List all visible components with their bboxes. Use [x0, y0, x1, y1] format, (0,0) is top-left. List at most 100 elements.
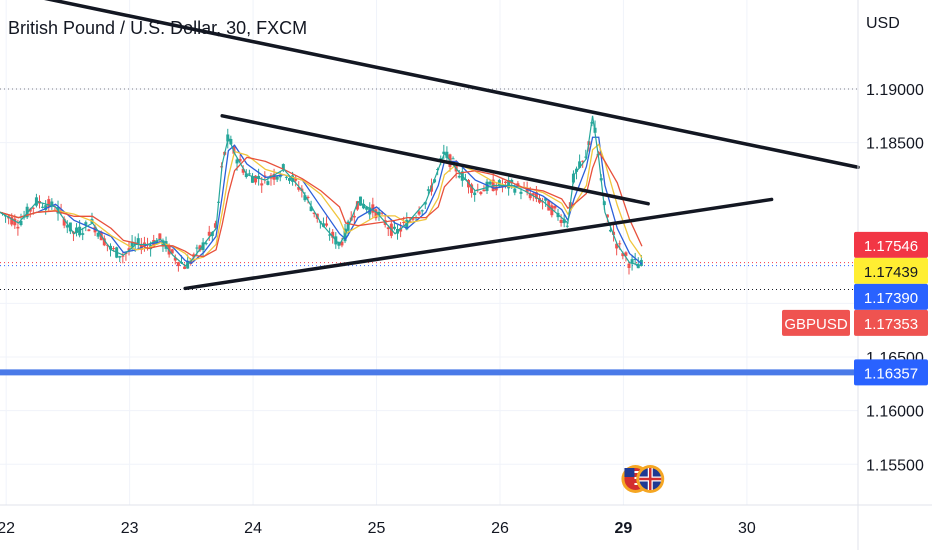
candle-body-96 [297, 187, 301, 190]
candle-body-10 [31, 207, 35, 209]
candle-body-130 [402, 221, 406, 224]
x-tick-label-2: 24 [244, 520, 262, 537]
candle-body-69 [213, 223, 217, 228]
candle-body-196 [605, 214, 609, 218]
price-badge-3 [854, 309, 928, 336]
candle-body-78 [241, 168, 245, 173]
candle-body-163 [504, 181, 508, 184]
trendline-0 [44, 0, 860, 170]
candle-body-66 [204, 243, 208, 245]
candle-body-171 [528, 193, 532, 199]
candle-body-95 [294, 177, 298, 181]
candle-body-81 [250, 176, 254, 183]
candle-body-125 [386, 227, 390, 230]
candle-body-183 [565, 225, 569, 227]
candle-body-182 [562, 219, 566, 224]
candle-body-189 [584, 156, 588, 158]
candle-body-137 [423, 202, 427, 205]
chart-title: British Pound / U.S. Dollar, 30, FXCM [8, 18, 308, 38]
candle-body-129 [399, 228, 403, 232]
candle-body-172 [531, 193, 535, 196]
candle-body-202 [624, 252, 628, 256]
price-badge-label-4: 1.16357 [864, 365, 918, 382]
y-tick-label-4: 1.16000 [866, 404, 924, 421]
candle-body-122 [377, 211, 381, 216]
candle-body-24 [75, 227, 79, 233]
price-series-line [0, 115, 643, 267]
candle-body-60 [186, 260, 190, 269]
candle-body-82 [254, 175, 258, 183]
candle-body-204 [630, 259, 634, 264]
candle-body-156 [482, 189, 486, 192]
candle-body-53 [164, 241, 168, 249]
x-tick-label-0: 22 [0, 520, 15, 537]
candle-body-84 [260, 183, 264, 186]
candle-body-179 [553, 205, 557, 209]
currency-label: USD [866, 15, 900, 32]
candle-body-76 [235, 159, 239, 164]
candle-body-56 [173, 257, 177, 261]
candle-body-123 [380, 212, 384, 214]
candle-body-144 [445, 151, 449, 158]
candle-body-85 [263, 175, 267, 177]
x-tick-label-5: 29 [615, 520, 633, 537]
candle-body-178 [550, 205, 554, 216]
candle-body-13 [41, 206, 45, 208]
candle-body-186 [575, 168, 579, 172]
candle-body-28 [87, 229, 91, 232]
candle-body-170 [525, 187, 529, 193]
price-badge-2 [854, 283, 928, 310]
candle-body-55 [170, 249, 174, 254]
candle-body-100 [309, 206, 313, 211]
trendline-2 [183, 197, 774, 291]
candle-body-201 [621, 253, 625, 257]
candle-body-22 [68, 222, 72, 232]
candle-body-153 [473, 192, 477, 196]
y-tick-label-1: 1.18500 [866, 136, 924, 153]
candle-body-110 [340, 241, 344, 246]
candle-body-158 [488, 181, 492, 185]
candle-body-143 [442, 151, 446, 154]
candle-body-114 [352, 215, 356, 218]
candle-body-77 [238, 158, 242, 162]
candle-body-14 [44, 205, 48, 210]
y-tick-label-0: 1.19000 [866, 82, 924, 99]
candle-body-136 [420, 210, 424, 212]
candle-body-199 [615, 243, 619, 249]
candle-body-106 [328, 234, 332, 236]
price-badge-4 [854, 359, 928, 386]
candle-body-4 [13, 218, 17, 226]
candle-body-86 [266, 181, 270, 185]
candle-body-173 [534, 192, 538, 199]
candle-body-101 [312, 212, 316, 215]
candle-body-80 [247, 173, 251, 175]
candle-body-155 [479, 191, 483, 195]
candle-body-200 [618, 243, 622, 245]
candle-body-19 [59, 209, 63, 211]
candle-body-43 [133, 242, 137, 246]
price-badge-0 [854, 231, 928, 258]
candle-body-59 [183, 266, 187, 269]
candle-body-197 [608, 229, 612, 232]
candle-body-92 [284, 176, 288, 178]
candle-body-107 [331, 231, 335, 238]
candle-body-27 [84, 222, 88, 225]
candle-body-51 [158, 233, 162, 240]
candle-body-3 [10, 217, 14, 225]
moving-average-red [0, 150, 643, 258]
candle-body-165 [510, 179, 514, 184]
candle-body-166 [513, 188, 517, 193]
candle-body-26 [81, 233, 85, 235]
candle-body-148 [457, 175, 461, 178]
candle-body-21 [65, 225, 69, 228]
us-flag-icon-canton [624, 468, 635, 477]
candle-body-168 [519, 191, 523, 194]
candle-body-31 [96, 232, 100, 237]
candle-body-118 [365, 206, 369, 210]
candle-body-91 [281, 164, 285, 170]
moving-average-yellow [0, 143, 643, 262]
candle-body-41 [127, 248, 131, 251]
candle-body-205 [633, 258, 637, 260]
candle-body-74 [229, 138, 233, 145]
